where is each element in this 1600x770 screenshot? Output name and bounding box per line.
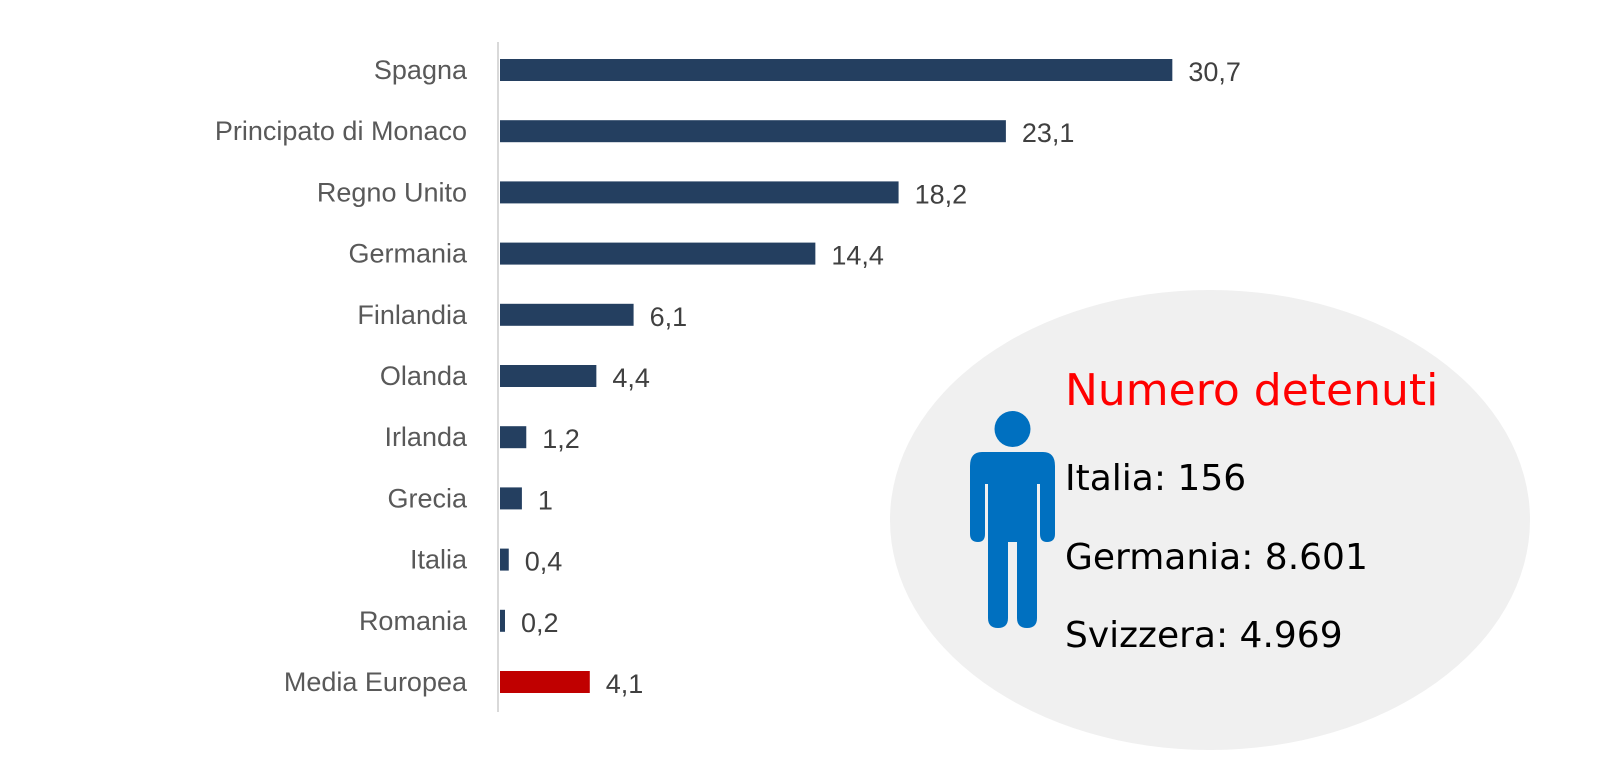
- value-label-media-europea: 4,1: [606, 669, 644, 699]
- person-icon: [970, 411, 1055, 628]
- info-line-germania: Germania: 8.601: [1065, 537, 1368, 578]
- category-label-finlandia: Finlandia: [357, 300, 468, 330]
- bar-finlandia: [500, 303, 634, 326]
- category-label-olanda: Olanda: [380, 361, 468, 391]
- bar-regno-unito: [500, 181, 899, 204]
- bar-grecia: [500, 487, 522, 510]
- info-title: Numero detenuti: [1065, 365, 1439, 416]
- category-label-germania: Germania: [348, 239, 468, 269]
- bar-italia: [500, 548, 509, 571]
- bar-spagna: [500, 59, 1173, 81]
- value-label-olanda: 4,4: [612, 363, 650, 393]
- bar-romania: [500, 609, 505, 632]
- bar-irlanda: [500, 426, 527, 449]
- info-line-svizzera: Svizzera: 4.969: [1065, 615, 1343, 656]
- value-label-germania: 14,4: [831, 241, 884, 271]
- value-label-irlanda: 1,2: [542, 424, 580, 454]
- bar-germania: [500, 242, 816, 265]
- bar-media-europea: [500, 671, 590, 693]
- value-label-italia: 0,4: [525, 547, 563, 577]
- info-line-italia: Italia: 156: [1065, 458, 1247, 499]
- category-label-grecia: Grecia: [387, 483, 468, 513]
- value-label-spagna: 30,7: [1188, 57, 1241, 87]
- category-label-spagna: Spagna: [374, 55, 468, 85]
- category-label-romania: Romania: [359, 606, 468, 636]
- bar-principato-di-monaco: [500, 120, 1006, 143]
- value-label-regno-unito: 18,2: [915, 179, 968, 209]
- value-label-finlandia: 6,1: [650, 302, 688, 332]
- bars-group: Spagna 30,7 Principato di Monaco 23,1 Regno …: [215, 55, 1241, 699]
- category-label-media-europea: Media Europea: [284, 667, 468, 697]
- value-label-romania: 0,2: [521, 608, 559, 638]
- value-label-principato-di-monaco: 23,1: [1022, 118, 1075, 148]
- category-label-principato-di-monaco: Principato di Monaco: [215, 116, 467, 146]
- value-label-grecia: 1: [538, 485, 553, 515]
- bar-olanda: [500, 365, 597, 387]
- category-label-irlanda: Irlanda: [384, 422, 468, 452]
- category-label-regno-unito: Regno Unito: [317, 177, 467, 207]
- category-label-italia: Italia: [410, 545, 468, 575]
